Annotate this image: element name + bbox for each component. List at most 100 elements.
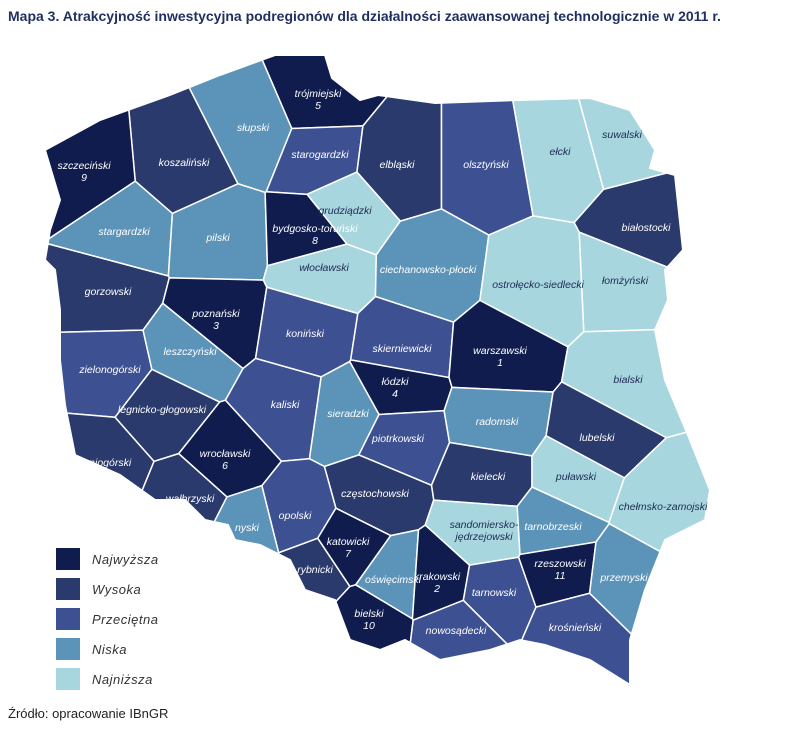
region-label: koniński: [286, 328, 324, 340]
region-name: radomski: [475, 415, 519, 428]
region-name: kaliski: [270, 398, 300, 411]
region-name: oświęcimski: [364, 573, 422, 586]
region-label: suwalski: [602, 129, 642, 141]
region-label: ostrołęcko-siedlecki: [492, 279, 584, 291]
region-label: rybnicki: [297, 564, 333, 576]
region-name: sieradzki: [327, 407, 369, 420]
region-name: wrocławski: [199, 447, 251, 460]
region-name: poznański: [192, 307, 240, 320]
region-name: szczeciński: [57, 159, 111, 172]
region-label: tarnobrzeski: [524, 521, 581, 533]
region-name: ostrołęcko-siedlecki: [492, 278, 584, 291]
region-name: warszawski: [473, 344, 527, 357]
region-name: wałbrzyski: [165, 492, 215, 505]
region-name: stargardzki: [98, 225, 150, 238]
region-label: łódzki 4: [382, 376, 409, 400]
region-name: grudziądzki: [318, 204, 372, 217]
region-rank: 3: [213, 320, 219, 332]
region-name: krośnieński: [548, 621, 602, 634]
region-label: jeleniogórski: [73, 457, 131, 469]
region-label: chełmsko-zamojski: [619, 501, 708, 513]
legend-item: Przeciętna: [56, 608, 158, 630]
region-name: leszczyński: [163, 345, 217, 358]
region-label: oświęcimski: [365, 574, 421, 586]
legend-swatch: [56, 638, 80, 660]
region-label: poznański 3: [192, 308, 239, 332]
region-label: puławski: [556, 471, 596, 483]
region-name: nowosądecki: [425, 624, 487, 637]
region-label: częstochowski: [341, 488, 409, 500]
region-name: bialski: [613, 373, 643, 386]
region-rank: 1: [497, 357, 503, 369]
region-label: wałbrzyski: [166, 493, 214, 505]
region-name: łódzki: [381, 375, 409, 388]
region-label: nyski: [235, 522, 259, 534]
region-name: gorzowski: [84, 285, 132, 298]
region-name: białostocki: [621, 221, 671, 234]
region-label: włocławski: [299, 262, 349, 274]
region-rank: 11: [554, 570, 566, 582]
region-label: szczeciński 9: [57, 160, 110, 184]
region-name: włocławski: [299, 261, 349, 274]
region-label: grudziądzki: [318, 205, 371, 217]
legend-label: Wysoka: [92, 581, 142, 597]
region-label: warszawski 1: [473, 345, 527, 369]
region-label: krośnieński: [549, 622, 602, 634]
legend-item: Najwyższa: [56, 548, 159, 570]
region-label: radomski: [476, 416, 519, 428]
region-name: przemyski: [600, 571, 648, 584]
region-name: koszaliński: [158, 156, 210, 169]
legend-swatch: [56, 608, 80, 630]
region-name: rybnicki: [297, 563, 333, 576]
region-name: piotrkowski: [372, 432, 424, 445]
region-name: opolski: [278, 509, 312, 522]
region-name: chełmsko-zamojski: [618, 500, 708, 513]
region-label: sandomiersko-jędrzejowski: [429, 519, 539, 543]
region-label: trójmiejski 5: [295, 88, 342, 112]
region-label: słupski: [237, 122, 269, 134]
region-name: suwalski: [602, 128, 642, 141]
region-label: skierniewicki: [373, 343, 432, 355]
region-label: wrocławski 6: [200, 448, 251, 472]
region-label: pilski: [206, 232, 229, 244]
region-name: bielski: [354, 607, 384, 620]
region-name: koniński: [286, 327, 324, 340]
region-name: trójmiejski: [294, 87, 342, 100]
region-label: olsztyński: [463, 159, 509, 171]
region-label: opolski: [279, 510, 312, 522]
legend-swatch: [56, 668, 80, 690]
legend-label: Najniższa: [92, 671, 153, 687]
region-name: starogardzki: [291, 148, 349, 161]
legend-item: Najniższa: [56, 668, 153, 690]
region-name: ciechanowsko-płocki: [379, 263, 477, 276]
region-label: legnicko-głogowski: [118, 404, 206, 416]
region-label: sieradzki: [327, 408, 368, 420]
region-label: bielski 10: [354, 608, 383, 632]
region-name: tarnowski: [471, 586, 517, 599]
region-label: zielonogórski: [79, 364, 140, 376]
region-name: słupski: [236, 121, 270, 134]
region-rank: 5: [315, 100, 321, 112]
region-rank: 2: [434, 583, 440, 595]
region-label: bialski: [613, 374, 642, 386]
region-name: częstochowski: [341, 487, 409, 500]
region-rank: 8: [312, 235, 318, 247]
region-label: kielecki: [471, 471, 505, 483]
region-name: łomżyński: [601, 274, 649, 287]
country-outline: [43, 54, 712, 687]
region-name: rzeszowski: [534, 557, 586, 570]
region-label: przemyski: [600, 572, 647, 584]
region-name: krakowski: [413, 570, 461, 583]
region-name: nyski: [235, 521, 259, 534]
map-title: Mapa 3. Atrakcyjność inwestycyjna podreg…: [8, 8, 721, 24]
legend-swatch: [56, 548, 80, 570]
region-name: bydgosko-toruński: [272, 222, 358, 235]
region-name: sandomiersko-jędrzejowski: [449, 518, 519, 543]
region-label: stargardzki: [98, 226, 149, 238]
legend-label: Niska: [92, 641, 128, 657]
region-label: krakowski 2: [414, 571, 460, 595]
region-label: kaliski: [271, 399, 300, 411]
region-label: starogardzki: [291, 149, 348, 161]
